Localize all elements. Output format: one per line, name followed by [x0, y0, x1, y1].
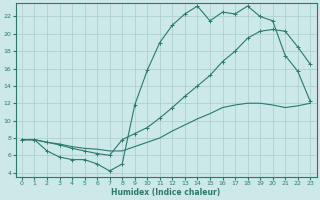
X-axis label: Humidex (Indice chaleur): Humidex (Indice chaleur)	[111, 188, 221, 197]
